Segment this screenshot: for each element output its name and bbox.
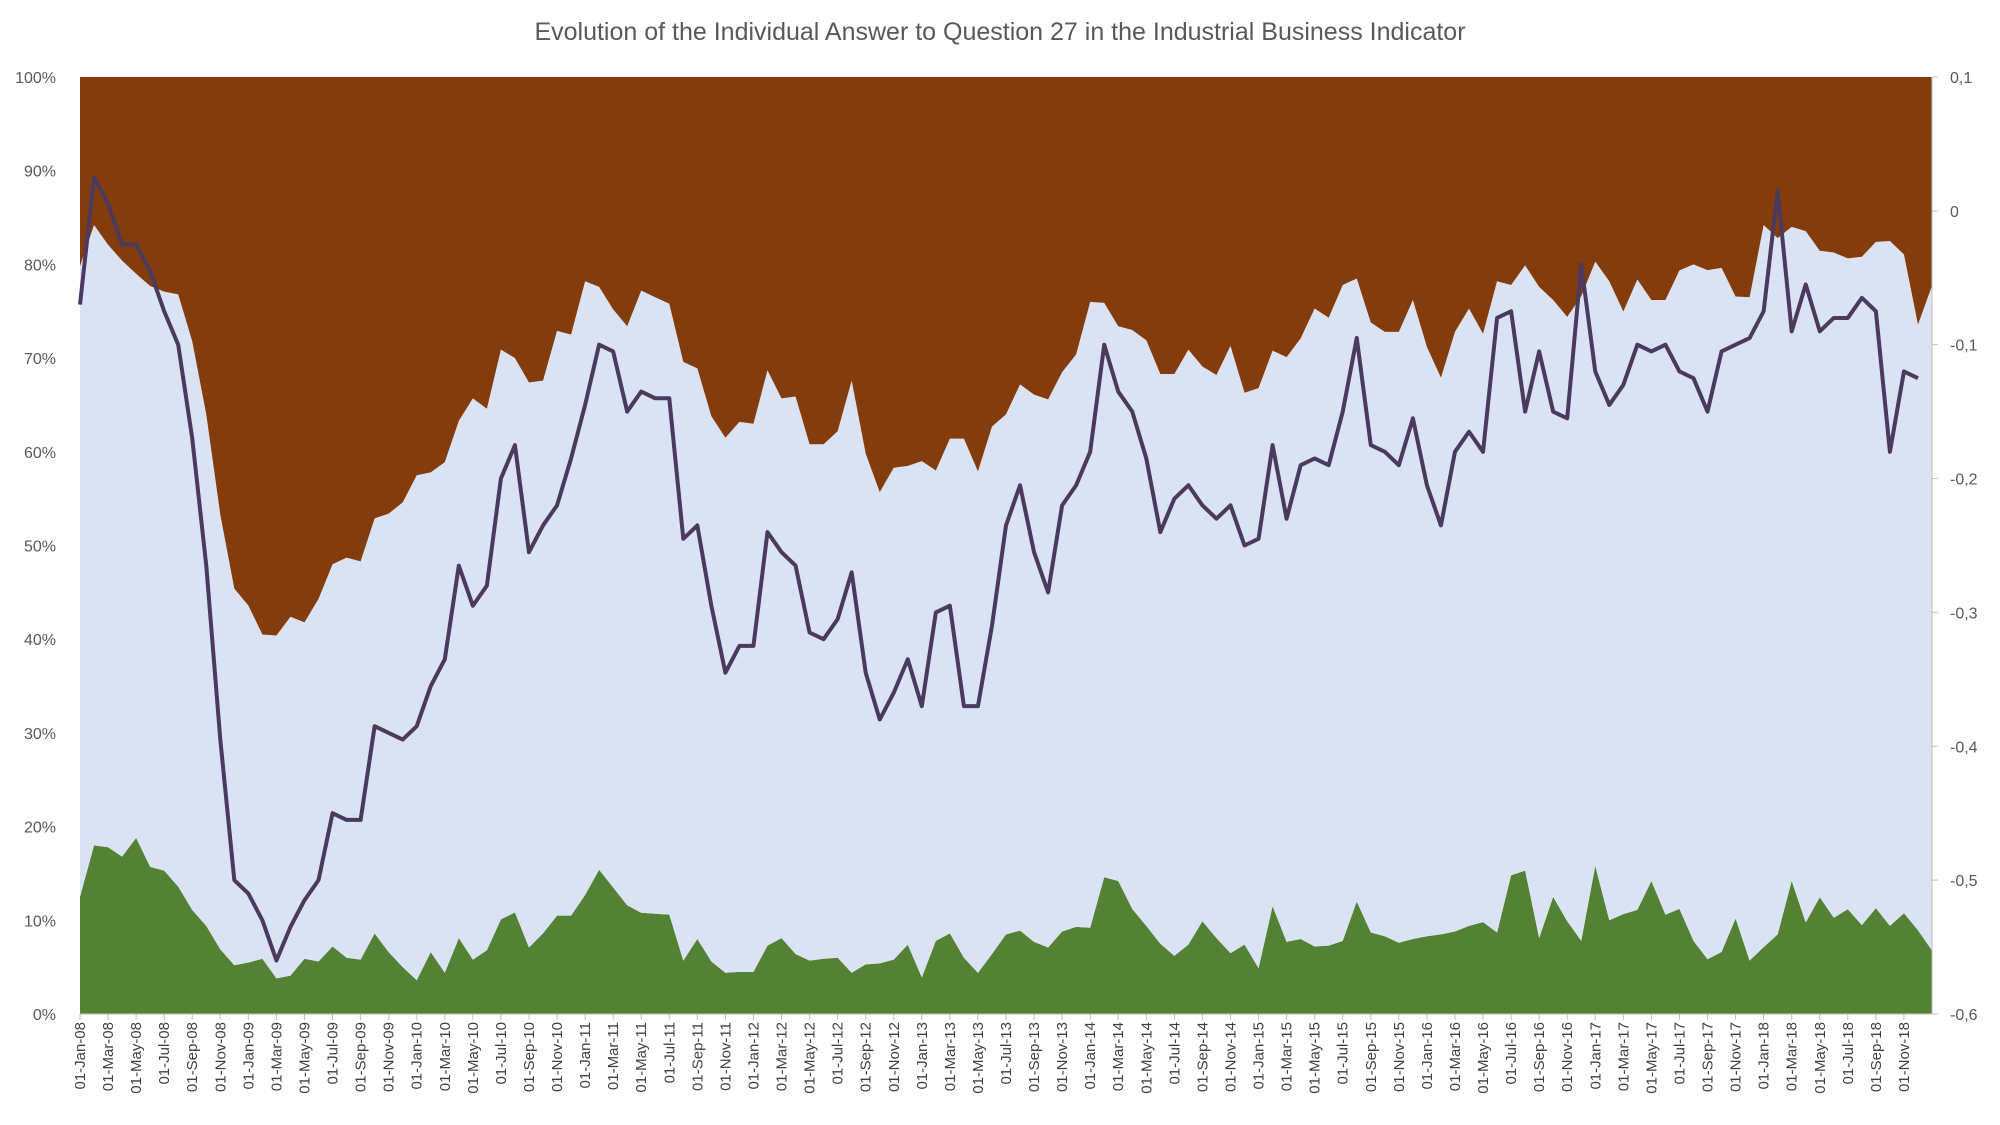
- x-tick-label: 01-Sep-13: [1026, 1022, 1043, 1092]
- x-tick-label: 01-Jul-12: [830, 1022, 847, 1085]
- x-tick-label: 01-Sep-08: [184, 1022, 201, 1092]
- x-tick-label: 01-Sep-12: [858, 1022, 875, 1092]
- area-series-2: [80, 225, 1932, 981]
- x-tick-label: 01-Mar-12: [774, 1022, 791, 1091]
- x-tick-label: 01-May-18: [1812, 1022, 1829, 1094]
- x-tick-label: 01-May-17: [1643, 1022, 1660, 1094]
- x-tick-label: 01-May-10: [465, 1022, 482, 1094]
- x-tick-label: 01-Jan-15: [1251, 1022, 1268, 1090]
- x-tick-label: 01-May-09: [297, 1022, 314, 1094]
- x-tick-label: 01-Sep-11: [689, 1022, 706, 1091]
- y-left-tick-label: 50%: [24, 539, 56, 556]
- x-tick-label: 01-Sep-14: [1194, 1022, 1211, 1092]
- x-tick-label: 01-May-13: [970, 1022, 987, 1094]
- y-right-tick-label: -0,2: [1950, 472, 1978, 489]
- x-tick-label: 01-Jan-09: [240, 1022, 257, 1090]
- x-tick-label: 01-Nov-16: [1559, 1022, 1576, 1092]
- y-left-tick-label: 20%: [24, 820, 56, 837]
- x-tick-label: 01-Nov-12: [886, 1022, 903, 1092]
- x-tick-label: 01-Mar-18: [1784, 1022, 1801, 1091]
- axes-layer: 0% 10% 20% 30% 40% 50% 60% 70% 80% 90% 100% -0,6 -0,…: [15, 70, 1978, 1094]
- x-tick-label: 01-May-12: [802, 1022, 819, 1094]
- x-tick-label: 01-Mar-13: [942, 1022, 959, 1091]
- x-tick-label: 01-Sep-17: [1700, 1022, 1717, 1092]
- area-series-3: [80, 77, 1932, 636]
- x-tick-label: 01-Jan-18: [1756, 1022, 1773, 1090]
- x-tick-label: 01-Jan-11: [577, 1022, 594, 1088]
- x-tick-label: 01-Jan-12: [746, 1022, 763, 1090]
- chart-title: Evolution of the Individual Answer to Qu…: [534, 18, 1466, 46]
- y-right-tick-label: -0,5: [1950, 873, 1978, 890]
- x-tick-label: 01-Jul-16: [1503, 1022, 1520, 1085]
- x-tick-label: 01-Mar-16: [1447, 1022, 1464, 1091]
- x-tick-label: 01-May-16: [1475, 1022, 1492, 1094]
- x-tick-label: 01-Nov-08: [212, 1022, 229, 1092]
- x-tick-label: 01-Nov-10: [549, 1022, 566, 1092]
- x-tick-label: 01-Jul-10: [493, 1022, 510, 1085]
- x-tick-label: 01-May-14: [1138, 1022, 1155, 1094]
- x-tick-label: 01-Jan-08: [72, 1022, 89, 1090]
- x-tick-label: 01-Jul-08: [156, 1022, 173, 1085]
- y-left-tick-label: 80%: [24, 257, 56, 274]
- x-tick-label: 01-Nov-13: [1054, 1022, 1071, 1092]
- y-left-tick-label: 0%: [33, 1007, 56, 1024]
- x-tick-label: 01-Nov-15: [1391, 1022, 1408, 1092]
- line-layer: [78, 175, 1919, 963]
- x-tick-label: 01-Jul-14: [1166, 1022, 1183, 1085]
- y-left-tick-label: 30%: [24, 726, 56, 743]
- area-layer: [80, 77, 1932, 1014]
- y-left-tick-label: 70%: [24, 351, 56, 368]
- x-tick-label: 01-Sep-18: [1868, 1022, 1885, 1092]
- y-right-tick-label: 0: [1950, 204, 1959, 221]
- y-left-tick-label: 90%: [24, 164, 56, 181]
- y-left-tick-label: 100%: [15, 70, 56, 87]
- y-left-tick-label: 10%: [24, 913, 56, 930]
- x-tick-label: 01-Mar-09: [268, 1022, 285, 1091]
- x-tick-label: 01-Jan-14: [1082, 1022, 1099, 1090]
- area-series-1: [80, 837, 1932, 1014]
- y-right-tick-label: 0,1: [1950, 70, 1972, 87]
- x-tick-label: 01-Nov-17: [1728, 1022, 1745, 1092]
- x-tick-label: 01-Mar-17: [1615, 1022, 1632, 1091]
- x-tick-label: 01-Jul-17: [1672, 1022, 1689, 1085]
- x-tick-label: 01-Mar-08: [100, 1022, 117, 1091]
- x-tick-label: 01-Nov-09: [381, 1022, 398, 1092]
- x-tick-label: 01-Jan-16: [1419, 1022, 1436, 1090]
- x-tick-label: 01-Jul-13: [998, 1022, 1015, 1085]
- x-tick-label: 01-May-08: [128, 1022, 145, 1094]
- x-tick-label: 01-Jul-15: [1335, 1022, 1352, 1085]
- y-right-tick-label: -0,6: [1950, 1007, 1978, 1024]
- x-tick-label: 01-Nov-14: [1223, 1022, 1240, 1092]
- y-right-tick-label: -0,1: [1950, 338, 1978, 355]
- x-tick-label: 01-Jan-10: [409, 1022, 426, 1090]
- x-tick-label: 01-Nov-18: [1896, 1022, 1913, 1092]
- x-tick-label: 01-Mar-15: [1279, 1022, 1296, 1091]
- y-right-tick-label: -0,3: [1950, 605, 1978, 622]
- x-tick-label: 01-Nov-11: [717, 1022, 734, 1091]
- x-tick-label: 01-Sep-10: [521, 1022, 538, 1092]
- x-tick-label: 01-Sep-09: [353, 1022, 370, 1092]
- x-tick-label: 01-Mar-11: [605, 1022, 622, 1090]
- x-tick-label: 01-Jul-18: [1840, 1022, 1857, 1085]
- x-tick-label: 01-Mar-10: [437, 1022, 454, 1091]
- x-tick-label: 01-Jul-09: [325, 1022, 342, 1085]
- line-series-1: [78, 175, 1919, 963]
- x-tick-label: 01-May-11: [633, 1022, 650, 1093]
- x-tick-label: 01-Sep-15: [1363, 1022, 1380, 1092]
- y-left-tick-label: 40%: [24, 632, 56, 649]
- x-tick-label: 01-Jul-11: [661, 1022, 678, 1083]
- x-tick-label: 01-Sep-16: [1531, 1022, 1548, 1092]
- x-tick-label: 01-Jan-13: [914, 1022, 931, 1090]
- y-right-tick-label: -0,4: [1950, 739, 1978, 756]
- y-left-tick-label: 60%: [24, 445, 56, 462]
- x-tick-label: 01-Mar-14: [1110, 1022, 1127, 1091]
- x-tick-label: 01-Jan-17: [1587, 1022, 1604, 1090]
- x-tick-label: 01-May-15: [1307, 1022, 1324, 1094]
